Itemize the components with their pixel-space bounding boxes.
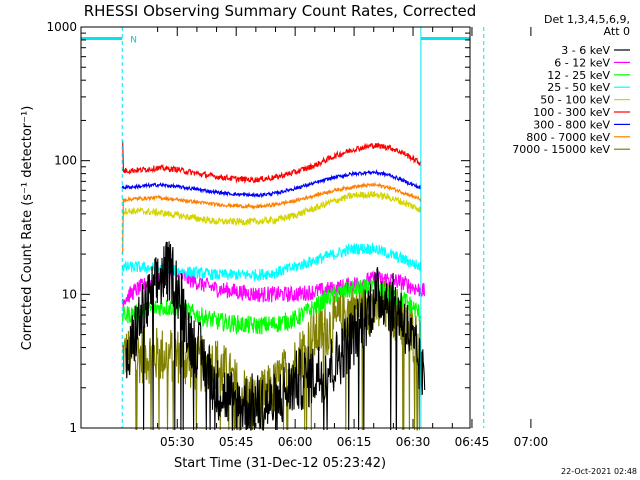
legend-entry-label: 25 - 50 keV <box>547 81 610 94</box>
night-bar-label: N <box>130 36 137 46</box>
series-line <box>122 141 125 171</box>
y-tick-label: 100 <box>54 154 77 168</box>
x-tick-label: 07:00 <box>514 435 549 449</box>
chart-title: RHESSI Observing Summary Count Rates, Co… <box>84 2 477 20</box>
legend-entry-label: 50 - 100 keV <box>540 94 610 107</box>
series-line <box>125 241 426 431</box>
series-line <box>122 198 125 255</box>
x-tick-label: 06:15 <box>337 435 372 449</box>
x-tick-label: 06:30 <box>396 435 431 449</box>
series-line <box>121 181 422 211</box>
y-tick-label: 1000 <box>46 20 77 34</box>
legend-entry-label: 6 - 12 keV <box>554 56 610 69</box>
y-tick-label: 1 <box>69 421 77 435</box>
y-axis-label: Corrected Count Rate (s⁻¹ detector⁻¹) <box>20 106 35 351</box>
legend-header-detectors: Det 1,3,4,5,6,9, <box>544 13 630 26</box>
legend-entry-label: 12 - 25 keV <box>547 69 610 82</box>
legend-header-attenuator: Att 0 <box>604 25 630 38</box>
series-line <box>121 191 422 227</box>
x-tick-label: 05:30 <box>160 435 195 449</box>
y-tick-label: 10 <box>62 287 77 301</box>
generation-timestamp: 22-Oct-2021 02:48 <box>561 467 637 476</box>
legend-entry-label: 300 - 800 keV <box>533 118 610 131</box>
series-line <box>121 169 422 199</box>
x-tick-label: 06:45 <box>455 435 490 449</box>
series-line <box>121 142 422 184</box>
plot-area: N <box>80 27 485 431</box>
legend-entry-label: 100 - 300 keV <box>533 106 610 119</box>
legend-entry-label: 800 - 7000 keV <box>526 131 610 144</box>
axes: 1 10 100 1000 05:30 05:45 06:00 06:15 06:30 06:45… <box>46 20 548 449</box>
x-axis-label: Start Time (31-Dec-12 05:23:42) <box>174 456 386 471</box>
legend-entry-label: 7000 - 15000 keV <box>512 143 610 156</box>
x-tick-label: 06:00 <box>278 435 313 449</box>
series-line <box>121 278 421 336</box>
legend-entry-label: 3 - 6 keV <box>561 44 610 57</box>
x-tick-label: 05:45 <box>219 435 254 449</box>
